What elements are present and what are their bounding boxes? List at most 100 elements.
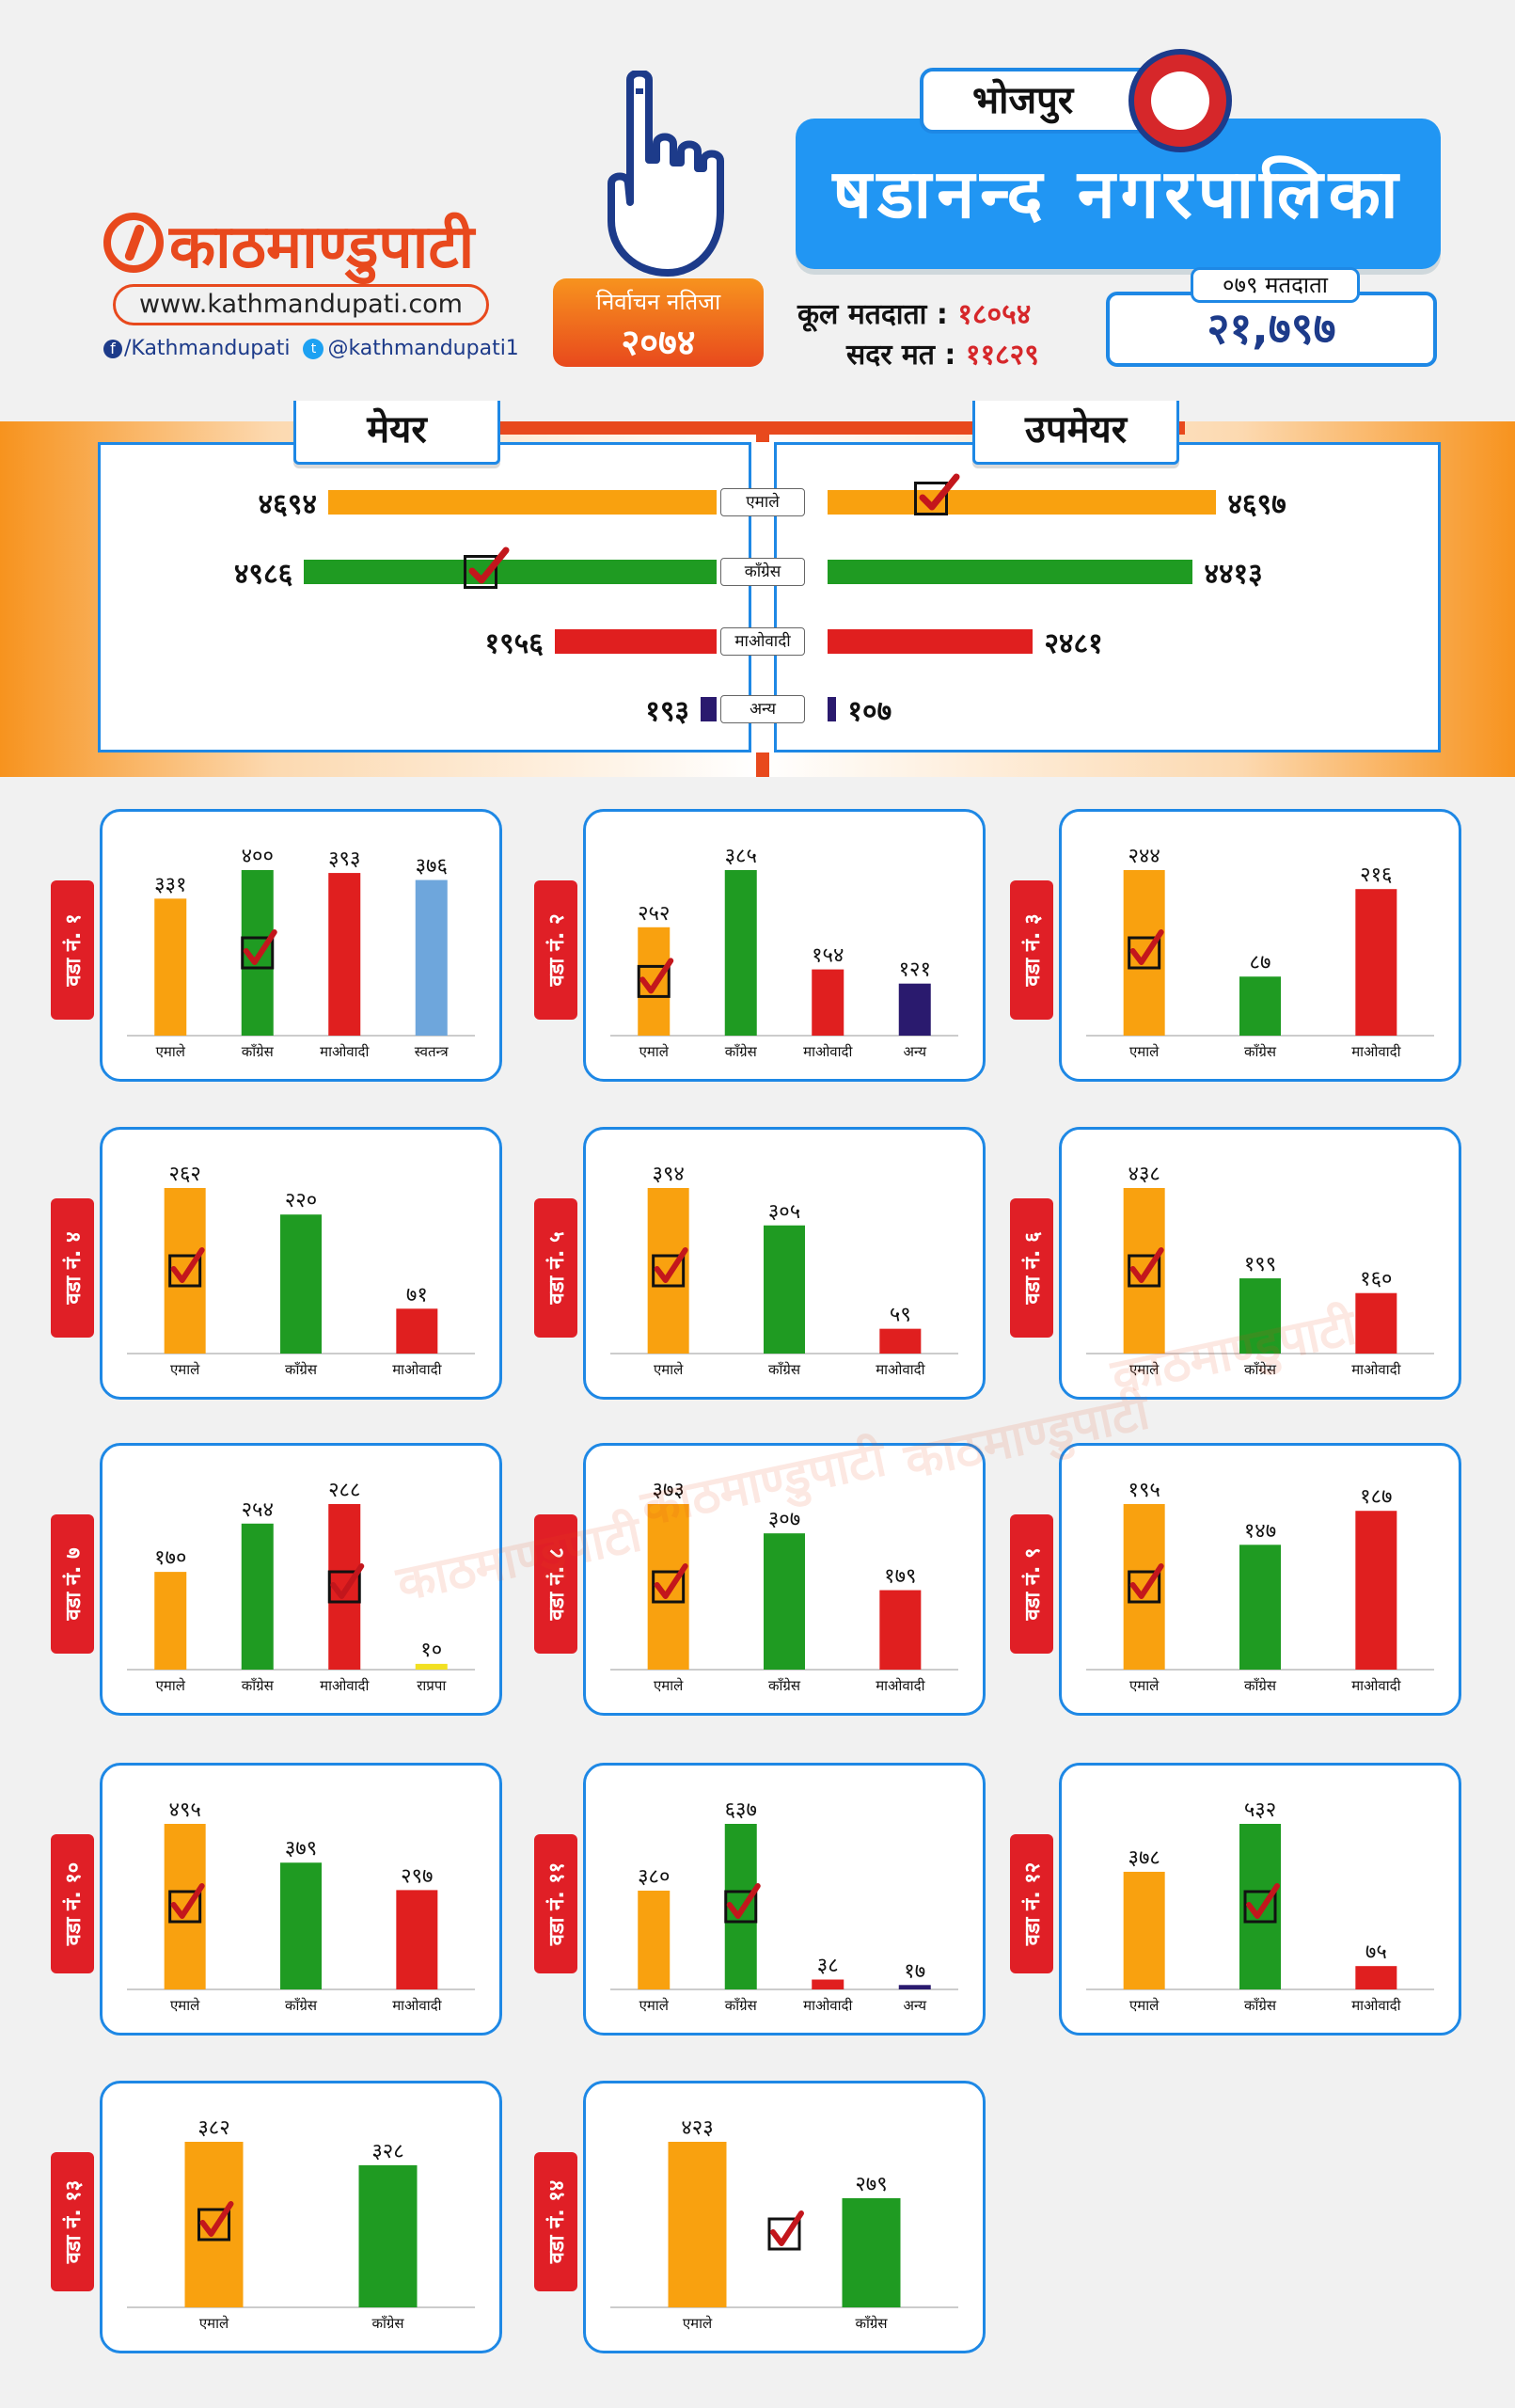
value-label-1: २४४ bbox=[1128, 845, 1160, 868]
website-link[interactable]: www.kathmandupati.com bbox=[113, 284, 489, 325]
party-label-2: माओवादी bbox=[720, 627, 805, 656]
ward-chart-6: ४३८ एमाले १९९ काँग्रेस १६० माओवादी bbox=[1086, 1163, 1434, 1378]
ward-chart-4: २६२ एमाले २२० काँग्रेस ७१ माओवादी bbox=[127, 1163, 475, 1378]
ward-panel-11: ३८० एमाले ६३७ काँग्रेस ३८ माओवादी १७ अन्य bbox=[583, 1763, 986, 2036]
ward-panel-1: ३३१ एमाले ४०० काँग्रेस ३९३ माओवादी ३७६ स्वतन्त्… bbox=[100, 809, 502, 1082]
bar-3 bbox=[1355, 1966, 1397, 1989]
social-links: f/Kathmandupati t @kathmandupati1 bbox=[103, 337, 519, 360]
bar-3 bbox=[396, 1308, 438, 1354]
category-label-3: माओवादी bbox=[392, 1361, 442, 1378]
category-label-1: एमाले bbox=[639, 1997, 670, 2014]
result-badge-year: २०७४ bbox=[621, 322, 696, 363]
ward-chart-7: १७० एमाले २५४ काँग्रेस २८८ माओवादी १० राप्रपा bbox=[127, 1479, 475, 1694]
deputy-value-0: ४६९७ bbox=[1227, 488, 1286, 521]
ward-chart-3: २४४ एमाले ८७ काँग्रेस २१६ माओवादी bbox=[1086, 845, 1434, 1060]
value-label-3: ७१ bbox=[406, 1283, 428, 1307]
result-badge-title: निर्वाचन नतिजा bbox=[595, 289, 721, 315]
ward-tag-1: वडा नं. १ bbox=[51, 880, 94, 1020]
bar-3 bbox=[879, 1590, 922, 1670]
ward-title: वडा नं. ४ bbox=[62, 1231, 86, 1305]
ward-panel-7: १७० एमाले २५४ काँग्रेस २८८ माओवादी १० राप्रपा bbox=[100, 1443, 502, 1716]
ward-panel-5: ३९४ एमाले ३०५ काँग्रेस ५९ माओवादी bbox=[583, 1127, 986, 1400]
mayor-value-0: ४६९४ bbox=[258, 488, 317, 521]
brand-name: काठमाण्डुपाटी bbox=[169, 213, 475, 282]
category-label-2: काँग्रेस bbox=[725, 1043, 758, 1060]
votes-cast: सदर मत : ११८२९ bbox=[846, 334, 1039, 372]
ward-tag-2: वडा नं. २ bbox=[534, 880, 577, 1020]
ward-tag-10: वडा नं. १० bbox=[51, 1834, 94, 1973]
bar-4 bbox=[898, 983, 931, 1036]
deputy-mayor-tab: उपमेयर bbox=[972, 401, 1179, 465]
ward-tag-3: वडा नं. ३ bbox=[1010, 880, 1053, 1020]
facebook-handle[interactable]: /Kathmandupati bbox=[124, 337, 291, 360]
ward-title: वडा नं. ३ bbox=[1021, 913, 1045, 987]
value-label-2: ३८५ bbox=[725, 845, 757, 868]
party-label-1: काँग्रेस bbox=[720, 558, 805, 586]
mayor-bar-2 bbox=[554, 629, 717, 654]
winner-check-icon bbox=[767, 2210, 804, 2251]
deputy-bar-0 bbox=[828, 490, 1217, 515]
value-label-2: ३०५ bbox=[768, 1200, 800, 1224]
ward-panel-2: २५२ एमाले ३८५ काँग्रेस १५४ माओवादी १२१ अन्य bbox=[583, 809, 986, 1082]
votes-cast-value: ११८२९ bbox=[965, 339, 1039, 372]
value-label-3: ३८ bbox=[817, 1955, 839, 1978]
ward-tag-9: वडा नं. ९ bbox=[1010, 1514, 1053, 1654]
winner-check-icon bbox=[637, 958, 674, 998]
ward-title: वडा नं. १३ bbox=[62, 2179, 86, 2264]
twitter-handle[interactable]: @kathmandupati1 bbox=[327, 337, 519, 360]
ward-chart-14: ४२३ एमाले २७९ काँग्रेस bbox=[610, 2116, 958, 2332]
category-label-3: माओवादी bbox=[320, 1677, 370, 1694]
bar-4 bbox=[898, 1985, 931, 1989]
ward-chart-5: ३९४ एमाले ३०५ काँग्रेस ५९ माओवादी bbox=[610, 1163, 958, 1378]
bar-2 bbox=[241, 1523, 274, 1670]
mayor-bar-3 bbox=[701, 697, 717, 721]
ward-tag-12: वडा नं. १२ bbox=[1010, 1834, 1053, 1973]
bar-2 bbox=[764, 1225, 805, 1354]
ward-chart-9: १९५ एमाले १४७ काँग्रेस १८७ माओवादी bbox=[1086, 1479, 1434, 1694]
municipality-title: षडानन्द नगरपालिका bbox=[796, 119, 1441, 269]
total-voters: कूल मतदाता : १८०५४ bbox=[797, 293, 1031, 332]
winner-check-icon bbox=[168, 1247, 205, 1288]
summary-top-bar bbox=[301, 421, 1185, 435]
value-label-3: २८८ bbox=[328, 1479, 360, 1502]
bar-3 bbox=[396, 1890, 438, 1989]
ward-panel-14: ४२३ एमाले २७९ काँग्रेस bbox=[583, 2081, 986, 2353]
category-label-3: माओवादी bbox=[1351, 1997, 1401, 2014]
winner-check-icon bbox=[1128, 1247, 1164, 1288]
category-label-3: माओवादी bbox=[803, 1043, 853, 1060]
bar-2 bbox=[1239, 1278, 1281, 1354]
category-label-1: एमाले bbox=[170, 1361, 200, 1378]
category-label-1: एमाले bbox=[683, 2315, 713, 2332]
ward-title: वडा नं. १२ bbox=[1021, 1861, 1045, 1946]
value-label-1: १९५ bbox=[1128, 1479, 1160, 1502]
value-label-3: ७५ bbox=[1365, 1941, 1387, 1964]
ward-panel-6: ४३८ एमाले १९९ काँग्रेस १६० माओवादी bbox=[1059, 1127, 1461, 1400]
mayor-bar-0 bbox=[327, 490, 717, 515]
category-label-2: काँग्रेस bbox=[242, 1043, 275, 1060]
ward-tag-8: वडा नं. ८ bbox=[534, 1514, 577, 1654]
category-label-3: माओवादी bbox=[1351, 1677, 1401, 1694]
value-label-2: ५३२ bbox=[1244, 1798, 1276, 1822]
ward-tag-6: वडा नं. ६ bbox=[1010, 1198, 1053, 1338]
brand-mark-icon bbox=[103, 213, 164, 273]
value-label-4: १० bbox=[420, 1639, 442, 1662]
ward-panel-13: ३८२ एमाले ३२८ काँग्रेस bbox=[100, 2081, 502, 2353]
value-label-2: ८७ bbox=[1250, 951, 1271, 974]
category-label-3: माओवादी bbox=[1351, 1043, 1401, 1060]
twitter-icon: t bbox=[303, 339, 324, 359]
bar-3 bbox=[879, 1328, 922, 1354]
ward-chart-8: ३७३ एमाले ३०७ काँग्रेस १७९ माओवादी bbox=[610, 1479, 958, 1694]
ward-panel-9: १९५ एमाले १४७ काँग्रेस १८७ माओवादी bbox=[1059, 1443, 1461, 1716]
value-label-1: ४३८ bbox=[1128, 1163, 1160, 1186]
voters-079-value: २१,७९७ bbox=[1106, 292, 1437, 367]
value-label-2: ६३७ bbox=[725, 1798, 757, 1822]
ward-tag-5: वडा नं. ५ bbox=[534, 1198, 577, 1338]
category-label-1: एमाले bbox=[156, 1677, 186, 1694]
winner-check-icon bbox=[1243, 1883, 1280, 1924]
voters-079-label: ०७९ मतदाता bbox=[1191, 267, 1360, 303]
value-label-1: १७० bbox=[154, 1546, 186, 1570]
category-label-2: काँग्रेस bbox=[1244, 1997, 1277, 2014]
category-label-1: एमाले bbox=[639, 1043, 670, 1060]
category-label-2: काँग्रेस bbox=[285, 1997, 318, 2014]
bar-1 bbox=[154, 898, 187, 1036]
